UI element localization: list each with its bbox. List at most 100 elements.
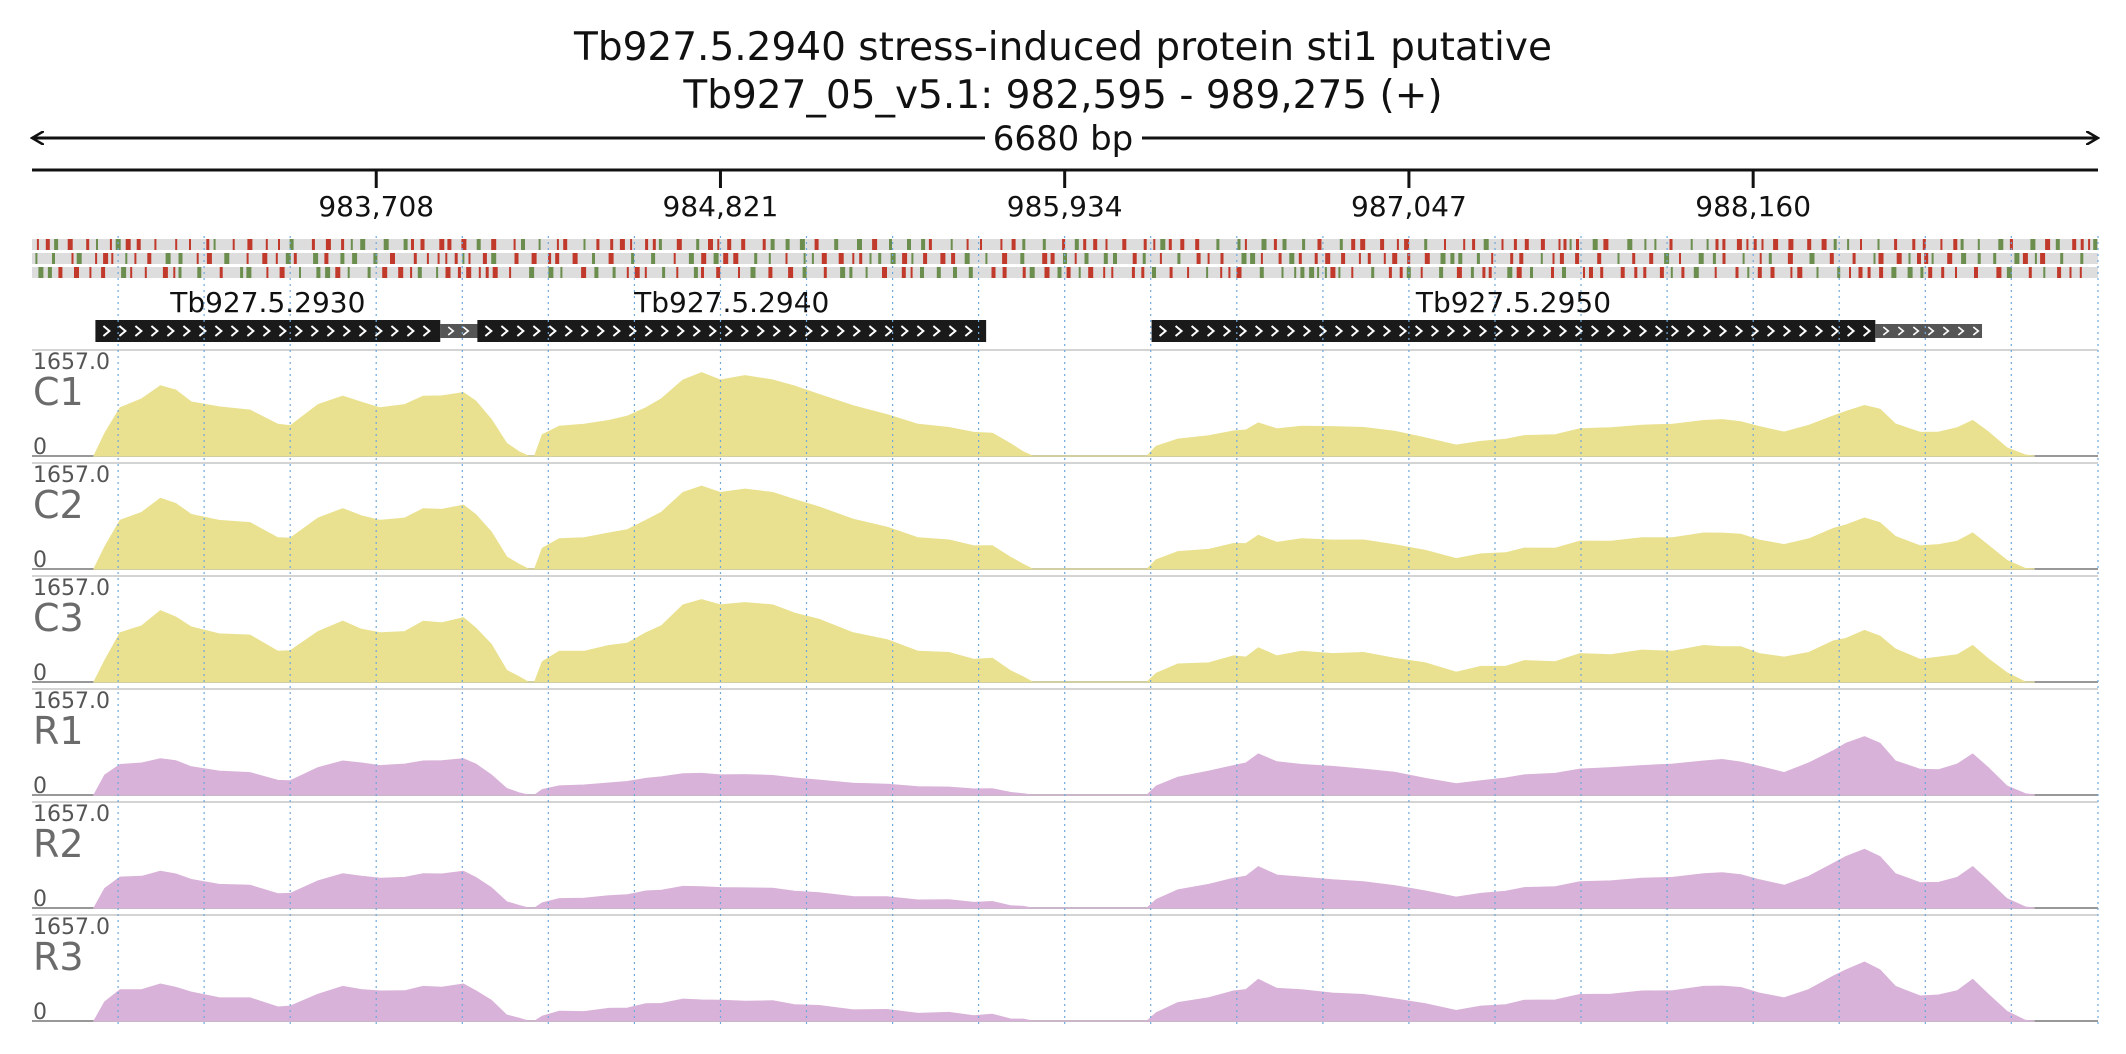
strand-arrow	[1366, 325, 1376, 337]
track-R1: 1657.0 0 R1	[32, 688, 2098, 799]
variant-mark-red	[426, 253, 429, 264]
axis-tick-label-2: 985,934	[1007, 190, 1123, 223]
variant-mark-red	[2045, 239, 2051, 250]
variant-mark-green	[350, 239, 353, 250]
gene-label: Tb927.5.2950	[1415, 286, 1611, 319]
variant-mark-green	[1063, 253, 1067, 264]
variant-mark-red	[1649, 253, 1654, 264]
variant-mark-green	[1712, 253, 1716, 264]
variant-mark-red	[676, 267, 679, 278]
variant-mark-green	[890, 253, 896, 264]
variant-mark-red	[1736, 239, 1742, 250]
variant-mark-red	[1597, 253, 1602, 264]
variant-mark-red	[902, 253, 908, 264]
variant-mark-red	[1735, 267, 1739, 278]
variant-mark-red	[101, 267, 106, 278]
variant-mark-red	[1463, 239, 1466, 250]
variant-mark-green	[811, 253, 814, 264]
variant-mark-green	[1670, 267, 1673, 278]
strand-arrow	[724, 325, 733, 337]
strand-arrow	[1222, 325, 1232, 337]
variant-mark-red	[1603, 239, 1609, 250]
track-ymin-label: 0	[33, 887, 47, 912]
variant-mark-red	[673, 253, 676, 264]
variant-mark-red	[278, 239, 280, 250]
variant-mark-green	[347, 267, 350, 278]
variant-mark-green	[1993, 253, 1997, 264]
strand-arrow	[134, 325, 143, 337]
variant-mark-red	[341, 239, 345, 250]
track-name-label: C1	[33, 370, 84, 414]
gene-Tb927.5.2930[interactable]: Tb927.5.2930	[95, 286, 498, 342]
variant-mark-red	[1643, 267, 1647, 278]
strand-arrow	[1350, 325, 1360, 337]
variant-mark-red	[1501, 239, 1504, 250]
variant-mark-red	[708, 239, 713, 250]
variant-mark-red	[1600, 267, 1604, 278]
coordinate-axis: 983,708 984,821 985,934 987,047 988,160	[32, 168, 2098, 223]
gene-Tb927.5.2940[interactable]: Tb927.5.2940	[477, 286, 987, 342]
variant-mark-red	[652, 239, 656, 250]
gene-Tb927.5.2950[interactable]: Tb927.5.2950	[1151, 286, 1983, 342]
chart-subtitle: Tb927_05_v5.1: 982,595 - 989,275 (+)	[682, 73, 1442, 118]
strand-arrow	[532, 325, 541, 337]
variant-mark-red	[821, 253, 827, 264]
variant-mark-red	[509, 267, 512, 278]
strand-arrow	[1882, 326, 1890, 336]
variant-mark-red	[95, 253, 98, 264]
variant-mark-green	[115, 239, 121, 250]
gene-label: Tb927.5.2940	[633, 286, 829, 319]
variant-mark-red	[1821, 239, 1827, 250]
variant-mark-red	[265, 239, 268, 250]
variant-mark-red	[1420, 267, 1423, 278]
strand-arrow	[294, 325, 303, 337]
variant-mark-red	[232, 239, 235, 250]
strand-arrow	[1766, 325, 1776, 337]
strand-arrow	[1862, 325, 1872, 337]
variant-mark-green	[2043, 267, 2046, 278]
track-name-label: C3	[33, 596, 84, 640]
variant-mark-red	[275, 253, 278, 264]
variant-mark-green	[911, 253, 914, 264]
variant-mark-red	[1516, 267, 1522, 278]
variant-mark-green	[1057, 267, 1062, 278]
variant-mark-green	[1617, 253, 1620, 264]
variant-mark-red	[823, 267, 827, 278]
variant-mark-red	[717, 239, 720, 250]
variant-mark-green	[803, 253, 806, 264]
variant-mark-red	[457, 267, 461, 278]
variant-mark-green	[1309, 267, 1315, 278]
variant-mark-red	[1974, 267, 1978, 278]
variant-mark-green	[1562, 267, 1566, 278]
variant-mark-red	[437, 253, 440, 264]
strand-arrow	[1972, 326, 1980, 336]
variant-mark-red	[1273, 239, 1277, 250]
variant-mark-green	[1113, 253, 1117, 264]
variant-mark-red	[2069, 267, 2072, 278]
variant-mark-green	[1507, 267, 1513, 278]
strand-arrow	[1446, 325, 1456, 337]
strand-arrow	[1398, 325, 1408, 337]
variant-mark-green	[491, 253, 497, 264]
variant-mark-green	[436, 267, 439, 278]
strand-arrow	[1334, 325, 1344, 337]
variant-mark-green	[1877, 239, 1880, 250]
variant-mark-green	[907, 239, 911, 250]
variant-mark-green	[612, 267, 616, 278]
variant-mark-red	[1924, 253, 1929, 264]
variant-mark-green	[1029, 267, 1035, 278]
variant-mark-green	[662, 267, 666, 278]
variant-mark-green	[953, 267, 957, 278]
variant-mark-green	[594, 267, 599, 278]
variant-mark-red	[1407, 253, 1411, 264]
variant-mark-red	[246, 253, 249, 264]
strand-arrow	[500, 325, 509, 337]
variant-mark-red	[293, 253, 297, 264]
strand-arrow	[740, 325, 749, 337]
variant-mark-green	[750, 267, 756, 278]
variant-mark-green	[1289, 253, 1295, 264]
coverage-area-C1	[93, 372, 2035, 457]
variant-mark-red	[882, 267, 887, 278]
strand-arrow	[836, 325, 845, 337]
variant-mark-red	[1351, 267, 1354, 278]
